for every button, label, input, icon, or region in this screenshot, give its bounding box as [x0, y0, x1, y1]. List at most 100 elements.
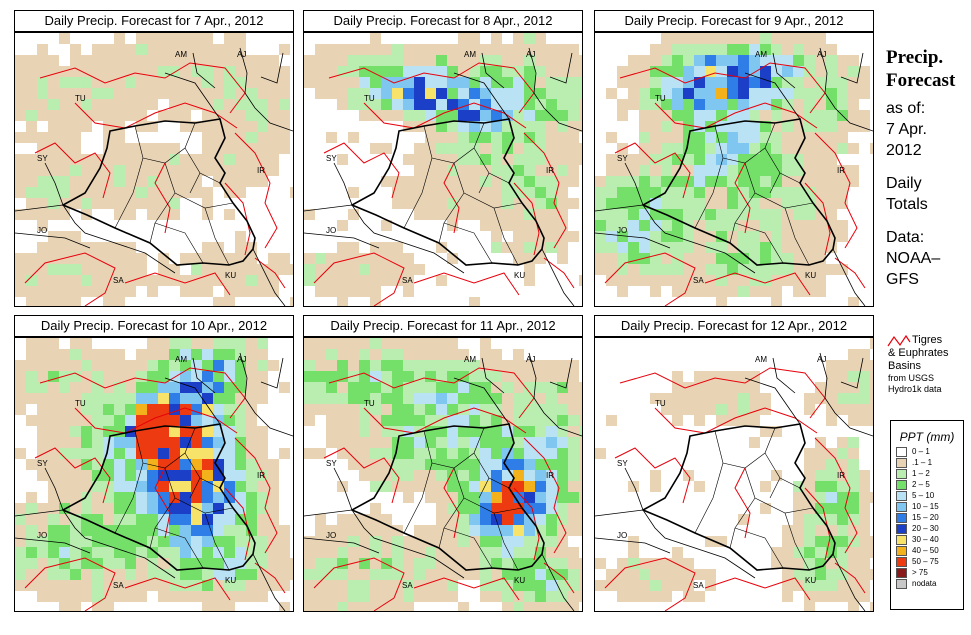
precip-cell — [425, 88, 436, 99]
precip-cell — [103, 393, 114, 404]
precip-cell — [425, 426, 436, 437]
precip-cell — [524, 132, 535, 143]
precip-cell — [370, 33, 381, 44]
precip-cell — [535, 55, 546, 66]
basin-boundary — [804, 487, 831, 561]
precip-cell — [738, 33, 749, 44]
precip-cell — [436, 121, 447, 132]
precip-cell — [224, 297, 235, 306]
precip-cell — [661, 88, 672, 99]
precip-cell — [870, 338, 873, 349]
precip-cell — [513, 404, 524, 415]
precip-cell — [414, 591, 425, 602]
precip-cell — [694, 569, 705, 580]
precip-cell — [628, 569, 639, 580]
precip-cell — [246, 66, 257, 77]
precip-cell — [804, 602, 815, 611]
precip-cell — [546, 55, 557, 66]
precip-cell — [70, 110, 81, 121]
precip-cell — [147, 176, 158, 187]
precip-cell — [114, 44, 125, 55]
precip-cell — [114, 393, 125, 404]
precip-cell — [694, 591, 705, 602]
precip-cell — [491, 591, 502, 602]
precip-cell — [502, 503, 513, 514]
precip-cell — [180, 176, 191, 187]
precip-cell — [370, 481, 381, 492]
precip-cell — [782, 220, 793, 231]
precip-cell — [480, 165, 491, 176]
precip-cell — [425, 143, 436, 154]
province-boundary — [694, 462, 724, 534]
precip-cell — [458, 176, 469, 187]
country-label: JO — [37, 226, 47, 235]
precip-cell — [304, 77, 315, 88]
precip-cell — [727, 121, 738, 132]
precip-cell — [381, 88, 392, 99]
precip-cell — [782, 569, 793, 580]
precip-cell — [37, 382, 48, 393]
precip-cell — [749, 275, 760, 286]
precip-cell — [502, 602, 513, 611]
precip-cell — [15, 448, 26, 459]
precip-cell — [568, 371, 579, 382]
precip-cell — [81, 198, 92, 209]
precip-cell — [771, 132, 782, 143]
precip-cell — [749, 253, 760, 264]
precip-cell — [502, 580, 513, 591]
province-boundary — [114, 462, 144, 534]
precip-cell — [158, 547, 169, 558]
precip-cell — [650, 264, 661, 275]
precip-cell — [738, 88, 749, 99]
precip-cell — [257, 264, 268, 275]
precip-cell — [26, 286, 37, 297]
precip-cell — [513, 44, 524, 55]
precip-cell — [447, 580, 458, 591]
precip-cell — [694, 253, 705, 264]
precip-cell — [337, 275, 348, 286]
precip-cell — [224, 415, 235, 426]
precip-cell — [392, 349, 403, 360]
precip-cell — [147, 121, 158, 132]
precip-cell — [180, 426, 191, 437]
precip-cell — [469, 132, 480, 143]
precip-cell — [524, 275, 535, 286]
precip-cell — [436, 371, 447, 382]
precip-cell — [705, 242, 716, 253]
precip-cell — [381, 349, 392, 360]
precip-cell — [37, 514, 48, 525]
country-label: AM — [755, 355, 767, 364]
forecast-map: AM AJ TU SY IR JO SA KU — [14, 32, 294, 307]
precip-cell — [268, 569, 279, 580]
precip-cell — [650, 99, 661, 110]
precip-cell — [169, 187, 180, 198]
precip-cell — [716, 536, 727, 547]
precip-cell — [169, 492, 180, 503]
precip-cell — [628, 220, 639, 231]
precip-cell — [661, 591, 672, 602]
precip-cell — [59, 143, 70, 154]
precip-cell — [568, 547, 579, 558]
country-label: SA — [402, 276, 413, 285]
precip-cell — [738, 415, 749, 426]
precip-cell — [469, 360, 480, 371]
precip-cell — [436, 536, 447, 547]
precip-cell — [650, 481, 661, 492]
precip-cell — [568, 143, 579, 154]
basin-boundary — [234, 132, 278, 249]
precip-cell — [348, 132, 359, 143]
precip-cell — [447, 99, 458, 110]
precip-cell — [557, 253, 568, 264]
precip-cell — [403, 415, 414, 426]
precip-cell — [436, 525, 447, 536]
precip-cell — [370, 547, 381, 558]
precip-cell — [557, 382, 568, 393]
precip-cell — [568, 426, 579, 437]
precip-cell — [628, 242, 639, 253]
precip-cell — [683, 44, 694, 55]
precip-cell — [557, 360, 568, 371]
precip-cell — [48, 110, 59, 121]
precip-cell — [469, 382, 480, 393]
precip-cell — [480, 569, 491, 580]
precip-cell — [48, 360, 59, 371]
